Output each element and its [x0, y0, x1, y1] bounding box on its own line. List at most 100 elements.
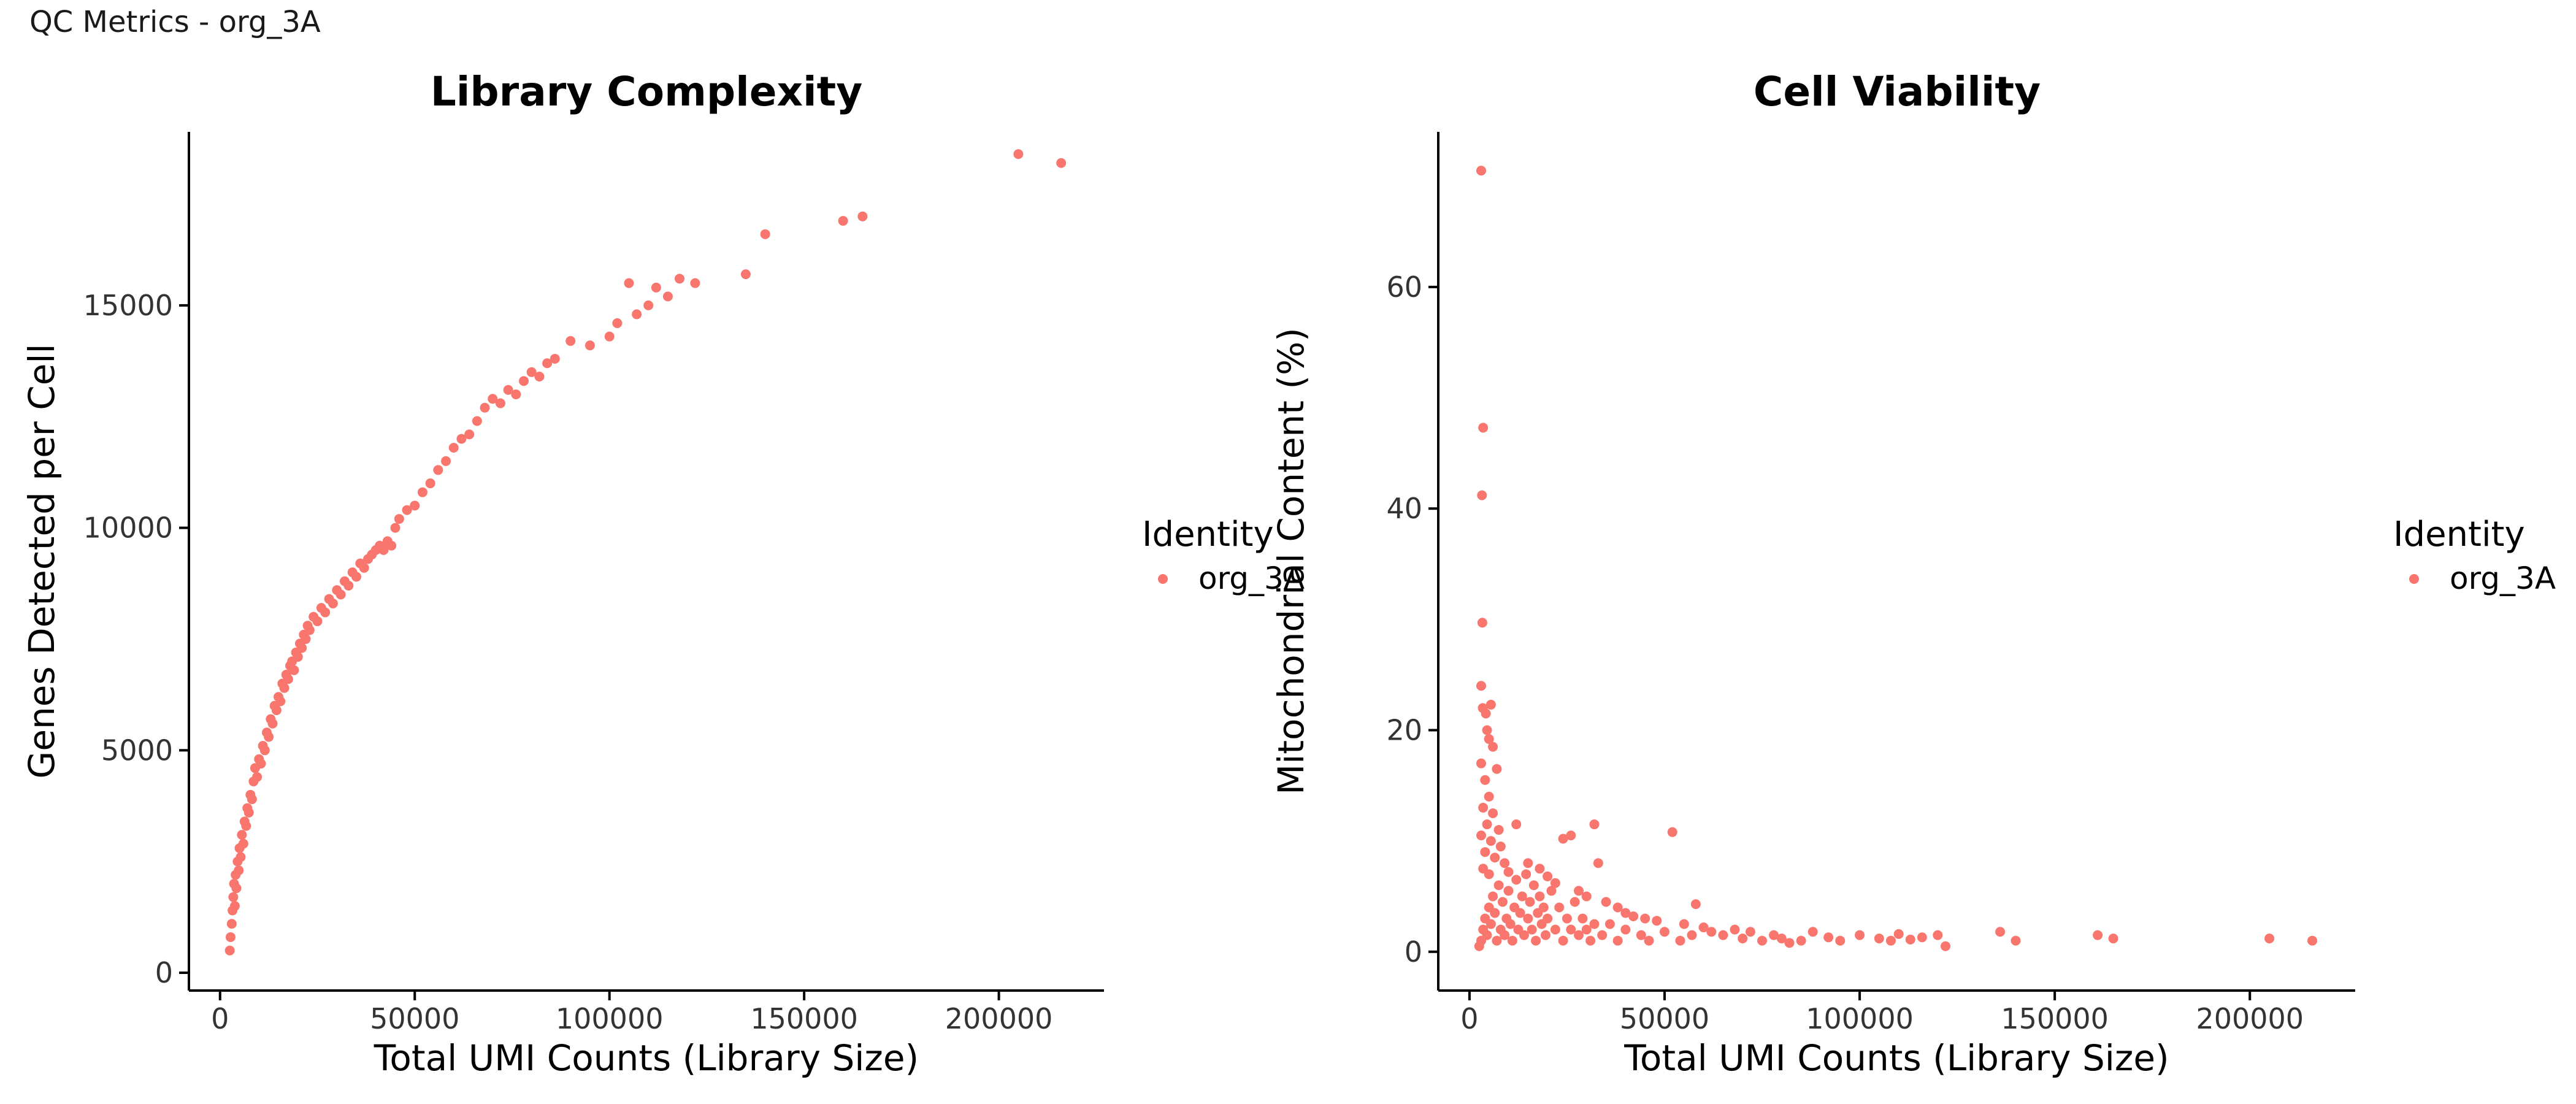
viability-data-point — [1554, 902, 1565, 913]
viability-data-point — [1807, 927, 1818, 937]
viability-data-point — [1495, 841, 1506, 852]
viability-data-point — [1492, 935, 1502, 946]
complexity-data-point — [604, 331, 615, 342]
complexity-data-point — [651, 282, 661, 293]
viability-data-point — [1644, 935, 1654, 946]
viability-y-tick-label: 40 — [1386, 492, 1422, 525]
viability-data-point — [1488, 891, 1498, 902]
complexity-data-point — [488, 394, 498, 404]
complexity-data-point — [740, 269, 751, 280]
complexity-data-point — [433, 465, 443, 475]
viability-data-point — [1488, 742, 1498, 752]
complexity-data-point — [241, 821, 251, 831]
viability-data-point — [1730, 924, 1740, 935]
complexity-legend-title: Identity — [1142, 515, 1274, 554]
viability-data-point — [1905, 934, 1915, 945]
viability-data-point — [1855, 930, 1865, 940]
complexity-data-point — [252, 772, 263, 782]
viability-data-point — [1589, 919, 1600, 929]
complexity-data-point — [359, 562, 369, 573]
viability-data-point — [1523, 913, 1533, 924]
complexity-data-point — [335, 589, 346, 600]
complexity-data-point — [464, 429, 475, 440]
complexity-data-point — [283, 674, 293, 684]
complexity-x-tick-label: 0 — [211, 1002, 229, 1035]
viability-x-tick-label: 100000 — [1806, 1002, 1914, 1035]
complexity-data-point — [1056, 158, 1067, 168]
viability-data-point — [1796, 935, 1806, 946]
viability-data-point — [1476, 830, 1486, 841]
complexity-data-point — [234, 865, 244, 876]
page-title: QC Metrics - org_3A — [29, 5, 321, 39]
viability-data-point — [1481, 708, 1491, 719]
complexity-y-tick-label: 5000 — [101, 734, 173, 767]
complexity-data-point — [838, 216, 848, 226]
complexity-x-tick-label: 150000 — [750, 1002, 858, 1035]
complexity-y-tick-label: 15000 — [83, 289, 173, 322]
viability-data-point — [1566, 924, 1576, 935]
complexity-data-point — [378, 545, 389, 555]
complexity-x-tick-label: 100000 — [556, 1002, 664, 1035]
viability-x-tick-label: 200000 — [2196, 1002, 2304, 1035]
viability-data-point — [2307, 935, 2318, 946]
complexity-data-point — [417, 487, 427, 497]
complexity-data-point — [402, 505, 412, 515]
complexity-data-point — [662, 291, 673, 302]
complexity-data-point — [624, 278, 634, 288]
complexity-data-point — [542, 358, 553, 369]
complexity-data-point — [243, 807, 254, 818]
complexity-data-point — [231, 883, 242, 894]
complexity-title: Library Complexity — [431, 68, 863, 115]
viability-data-point — [1500, 930, 1510, 940]
viability-chart: Cell Viability 0 50000 100000 150000 200000 0 2… — [1270, 68, 2556, 1079]
viability-data-point — [1480, 847, 1490, 857]
complexity-data-point — [256, 759, 266, 769]
viability-data-point — [1550, 924, 1560, 935]
viability-data-point — [1566, 830, 1576, 841]
viability-data-point — [1550, 878, 1560, 888]
complexity-data-point — [236, 852, 246, 862]
viability-x-axis-label: Total UMI Counts (Library Size) — [1623, 1037, 2169, 1079]
viability-data-point — [1558, 935, 1568, 946]
viability-data-point — [1538, 902, 1549, 913]
viability-data-point — [1640, 913, 1650, 924]
viability-data-point — [1757, 935, 1768, 946]
viability-data-point — [1652, 916, 1662, 926]
viability-data-point — [1636, 930, 1646, 940]
complexity-data-point — [425, 478, 435, 489]
viability-data-point — [1597, 930, 1608, 940]
viability-data-point — [1540, 930, 1551, 940]
viability-data-point — [1574, 930, 1584, 940]
viability-data-point — [1893, 929, 1904, 939]
viability-data-point — [1745, 927, 1755, 937]
complexity-data-point — [448, 443, 459, 453]
viability-data-point — [1675, 935, 1685, 946]
complexity-data-point — [312, 616, 323, 626]
viability-data-point — [1769, 930, 1779, 940]
viability-data-point — [1698, 922, 1709, 933]
viability-data-point — [1659, 927, 1669, 937]
complexity-y-tick-label: 0 — [155, 956, 173, 989]
viability-data-point — [1484, 734, 1494, 744]
complexity-data-point — [690, 278, 700, 288]
viability-data-point — [1478, 423, 1489, 433]
viability-data-point — [1525, 897, 1535, 907]
complexity-data-point — [565, 335, 576, 346]
viability-data-point — [1493, 880, 1504, 891]
complexity-data-point — [351, 572, 362, 582]
viability-data-point — [1543, 913, 1553, 924]
viability-y-tick-label: 0 — [1405, 935, 1422, 968]
viability-data-point — [1480, 775, 1490, 785]
viability-data-point — [1885, 935, 1896, 946]
complexity-data-point — [238, 838, 248, 849]
viability-legend-swatch — [2409, 574, 2419, 584]
viability-title: Cell Viability — [1754, 68, 2041, 115]
complexity-data-point — [275, 696, 286, 707]
viability-data-point — [1604, 919, 1615, 929]
complexity-data-point — [267, 718, 278, 729]
viability-data-point — [1581, 891, 1592, 902]
viability-data-point — [1835, 935, 1846, 946]
complexity-data-point — [226, 919, 237, 929]
viability-data-point — [1490, 908, 1500, 918]
